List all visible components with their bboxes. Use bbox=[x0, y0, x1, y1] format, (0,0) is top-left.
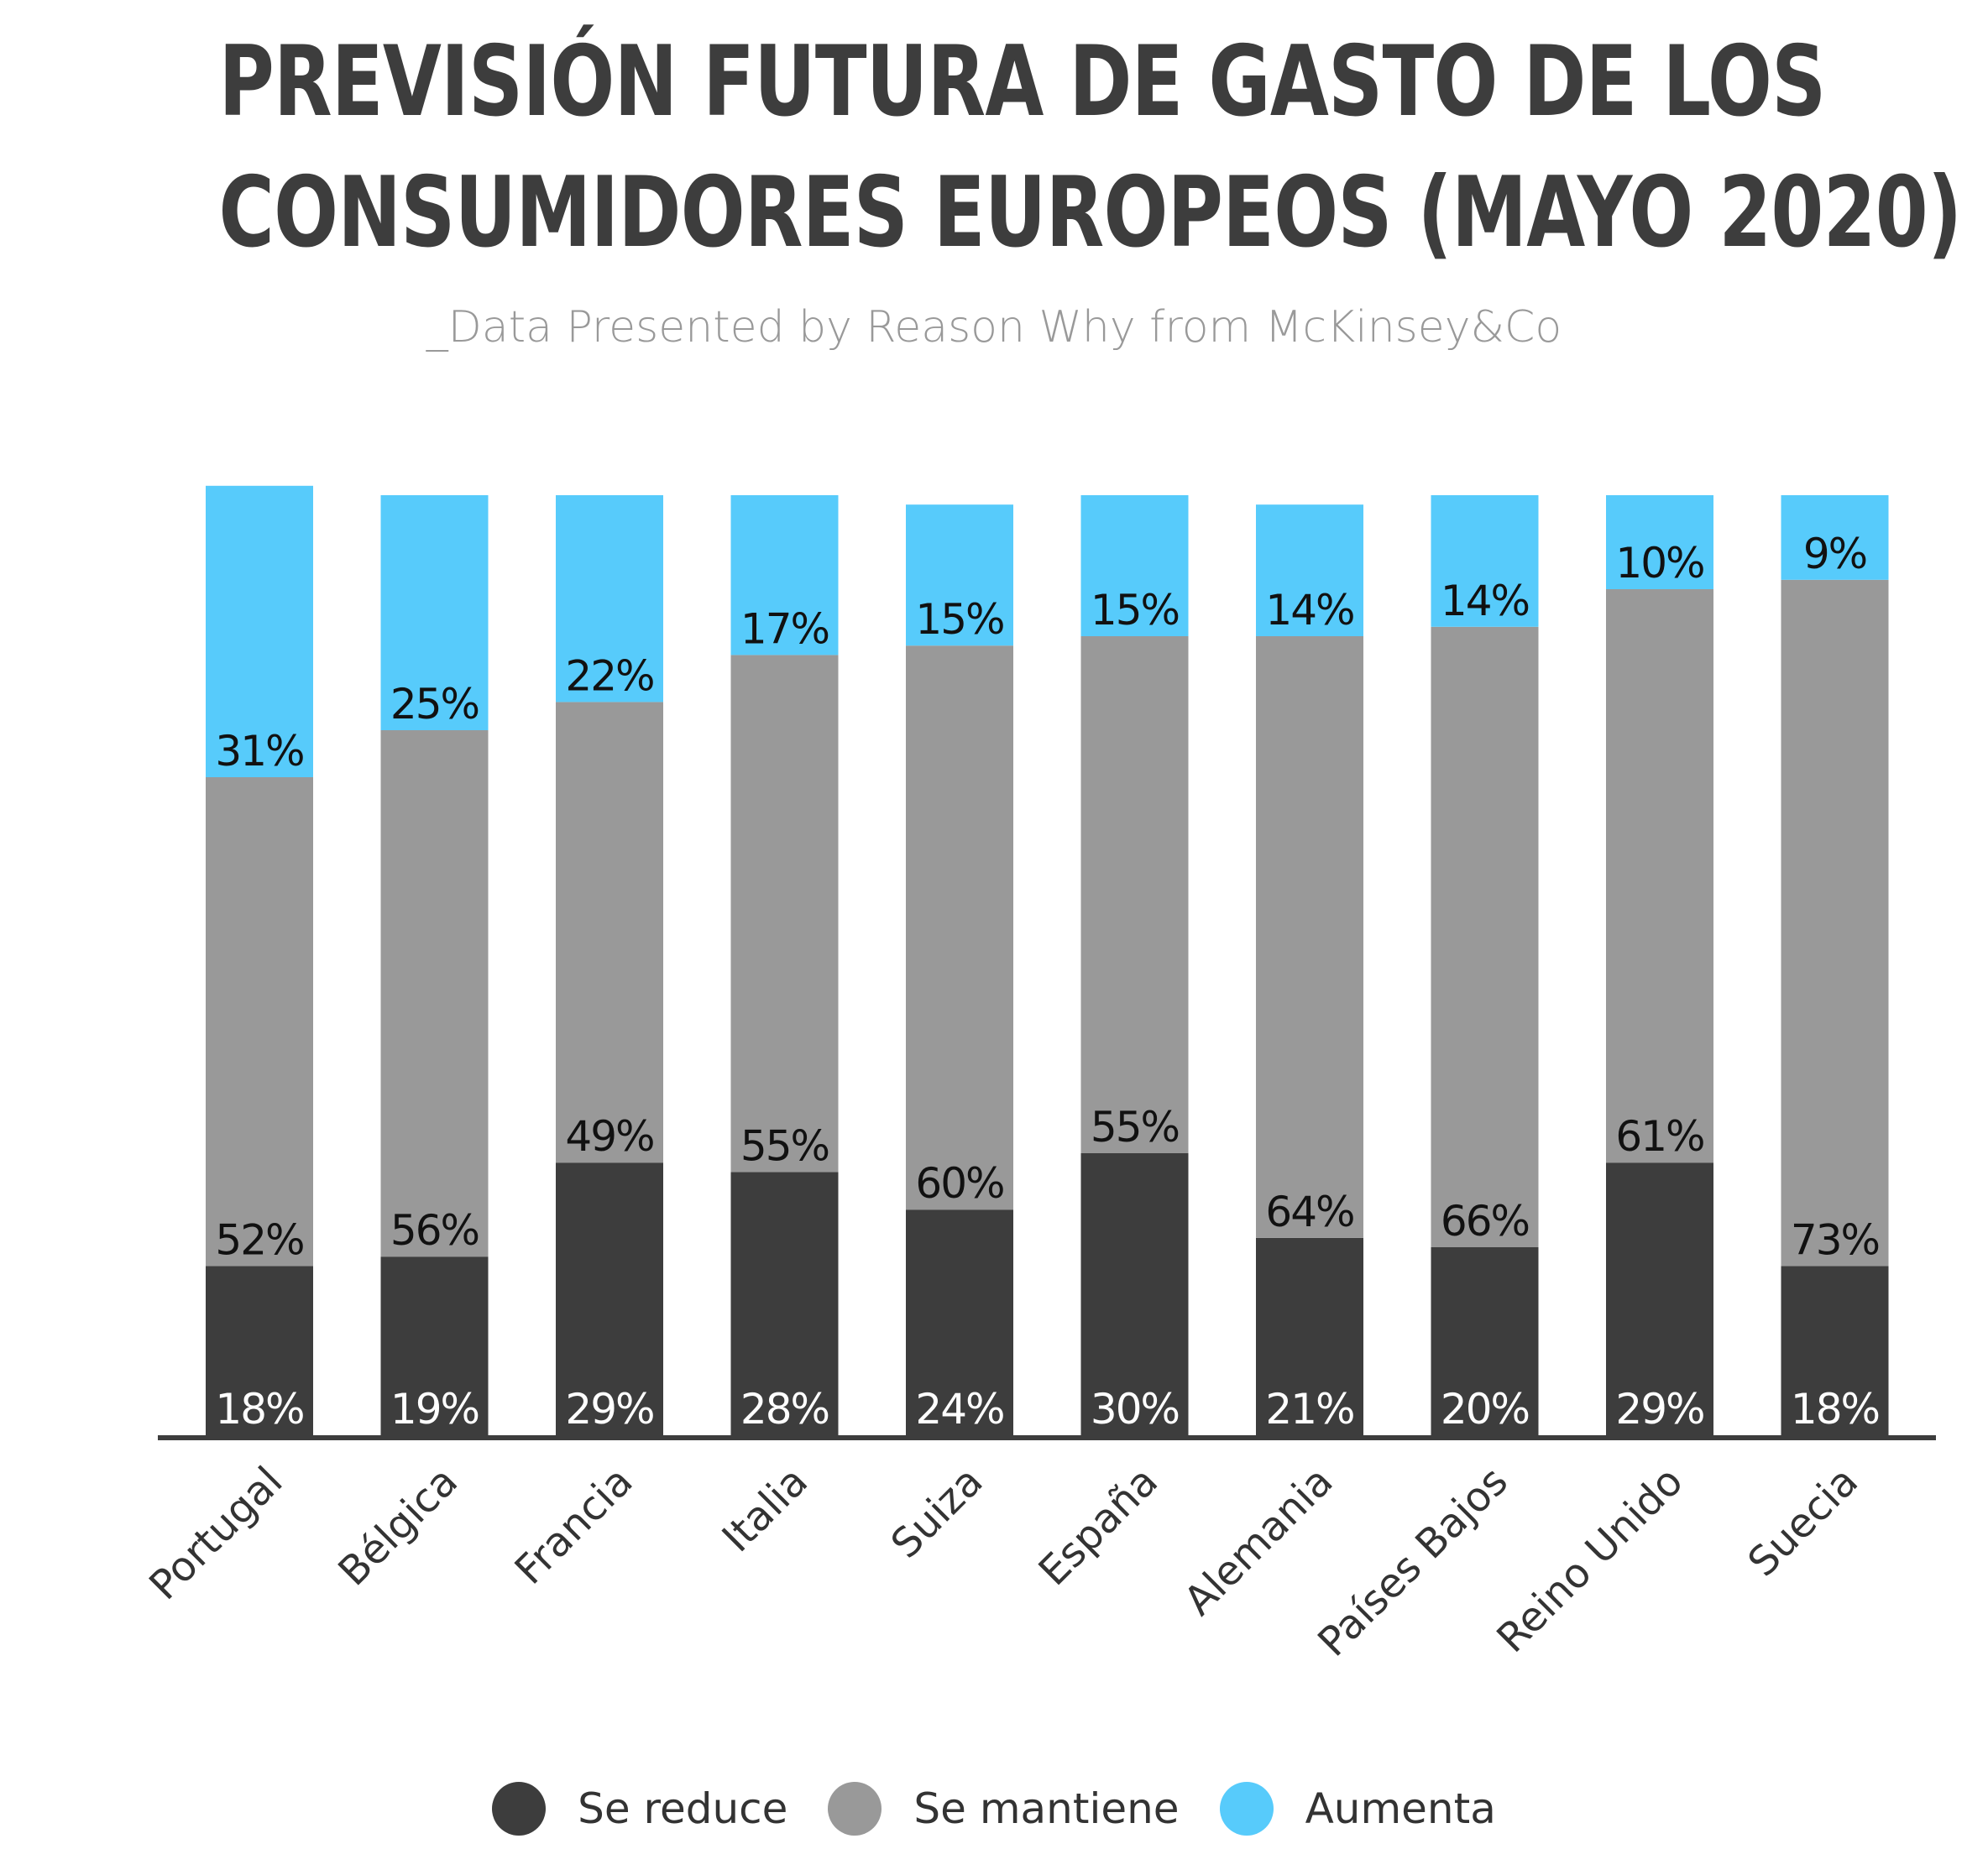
bar-0-5 bbox=[1080, 1153, 1189, 1435]
bar-group-0: 18% 52% 31% Portugal bbox=[140, 485, 313, 1609]
legend-swatch-se-mantiene bbox=[828, 1782, 882, 1836]
data-label-1-1: 56% bbox=[390, 1206, 479, 1255]
data-label-0-8: 29% bbox=[1615, 1385, 1703, 1434]
bar-2-9 bbox=[1781, 495, 1889, 580]
data-label-1-4: 60% bbox=[915, 1159, 1003, 1208]
bar-group-2: 29% 49% 22% Francia bbox=[506, 495, 663, 1594]
legend: Se reduce Se mantiene Aumenta bbox=[0, 1775, 1988, 1842]
legend-item-aumenta: Aumenta bbox=[1219, 1782, 1496, 1836]
category-label-7: Países Bajos bbox=[1309, 1458, 1517, 1666]
data-label-1-2: 49% bbox=[565, 1112, 653, 1161]
bar-2-2 bbox=[556, 495, 663, 703]
data-label-0-4: 24% bbox=[915, 1385, 1003, 1434]
data-label-0-9: 18% bbox=[1791, 1385, 1879, 1434]
data-label-1-0: 52% bbox=[215, 1215, 303, 1264]
bar-0-4 bbox=[906, 1209, 1013, 1435]
bar-2-4 bbox=[906, 504, 1013, 646]
data-label-2-6: 14% bbox=[1265, 586, 1353, 635]
data-label-2-2: 22% bbox=[565, 651, 653, 700]
bar-0-1 bbox=[380, 1256, 489, 1435]
legend-swatch-aumenta bbox=[1219, 1782, 1274, 1836]
bar-group-6: 21% 64% 14% Alemania bbox=[1175, 504, 1363, 1625]
bar-group-9: 18% 73% 9% Suecia bbox=[1740, 495, 1889, 1585]
bar-2-1 bbox=[380, 495, 489, 730]
bar-2-0 bbox=[206, 485, 313, 777]
data-label-2-1: 25% bbox=[390, 680, 479, 729]
bar-group-4: 24% 60% 15% Suiza bbox=[882, 504, 1013, 1568]
bar-0-7 bbox=[1431, 1247, 1539, 1435]
data-label-0-6: 21% bbox=[1265, 1385, 1353, 1434]
data-label-0-1: 19% bbox=[390, 1385, 479, 1434]
bar-1-6 bbox=[1256, 636, 1363, 1238]
bar-2-6 bbox=[1256, 504, 1363, 636]
chart-title: PREVISIÓN FUTURA DE GASTO DE LOS CONSUMI… bbox=[218, 17, 1962, 279]
bar-0-8 bbox=[1606, 1162, 1713, 1435]
bar-2-3 bbox=[730, 495, 839, 656]
category-label-4: Suiza bbox=[882, 1458, 992, 1568]
bar-0-0 bbox=[206, 1266, 313, 1435]
bar-0-9 bbox=[1781, 1266, 1889, 1435]
bar-0-6 bbox=[1256, 1237, 1363, 1435]
data-label-2-9: 9% bbox=[1803, 530, 1866, 578]
data-label-1-7: 66% bbox=[1441, 1197, 1529, 1246]
legend-swatch-se-reduce bbox=[492, 1782, 547, 1836]
legend-item-se-mantiene: Se mantiene bbox=[828, 1782, 1180, 1836]
data-label-1-3: 55% bbox=[740, 1121, 829, 1170]
bar-1-5 bbox=[1080, 636, 1189, 1153]
data-label-0-0: 18% bbox=[215, 1385, 303, 1434]
chart-subtitle: _Data Presented by Reason Why from McKin… bbox=[426, 302, 1562, 353]
category-label-9: Suecia bbox=[1740, 1458, 1867, 1585]
bar-group-5: 30% 55% 15% España bbox=[1030, 495, 1189, 1595]
legend-item-se-reduce: Se reduce bbox=[492, 1782, 787, 1836]
title-line-2: CONSUMIDORES EUROPEOS (MAYO 2020) bbox=[218, 156, 1962, 269]
title-line-1: PREVISIÓN FUTURA DE GASTO DE LOS bbox=[218, 25, 1826, 138]
category-label-0: Portugal bbox=[140, 1458, 291, 1609]
legend-label-se-mantiene: Se mantiene bbox=[913, 1784, 1180, 1833]
category-label-1: Bélgica bbox=[329, 1458, 467, 1596]
bar-2-7 bbox=[1431, 495, 1539, 627]
bar-1-0 bbox=[206, 777, 313, 1267]
data-label-2-7: 14% bbox=[1441, 577, 1529, 625]
data-label-1-8: 61% bbox=[1615, 1112, 1703, 1161]
data-label-1-9: 73% bbox=[1791, 1215, 1879, 1264]
category-label-3: Italia bbox=[714, 1458, 817, 1561]
bar-1-3 bbox=[730, 655, 839, 1173]
data-label-2-4: 15% bbox=[915, 595, 1003, 644]
category-label-5: España bbox=[1030, 1458, 1167, 1595]
data-label-1-5: 55% bbox=[1091, 1103, 1179, 1152]
legend-label-se-reduce: Se reduce bbox=[578, 1784, 788, 1833]
bar-2-8 bbox=[1606, 495, 1713, 589]
bar-1-2 bbox=[556, 702, 663, 1163]
category-label-6: Alemania bbox=[1175, 1458, 1342, 1625]
legend-label-aumenta: Aumenta bbox=[1305, 1784, 1496, 1833]
bar-1-9 bbox=[1781, 579, 1889, 1267]
data-label-0-7: 20% bbox=[1441, 1385, 1529, 1434]
bar-0-2 bbox=[556, 1162, 663, 1435]
bar-1-7 bbox=[1431, 626, 1539, 1247]
data-label-2-0: 31% bbox=[215, 727, 303, 776]
bar-1-4 bbox=[906, 645, 1013, 1210]
bar-0-3 bbox=[730, 1172, 839, 1435]
bar-group-1: 19% 56% 25% Bélgica bbox=[329, 495, 489, 1596]
data-label-1-6: 64% bbox=[1265, 1188, 1353, 1236]
data-label-0-2: 29% bbox=[565, 1385, 653, 1434]
bar-group-3: 28% 55% 17% Italia bbox=[714, 495, 839, 1561]
category-label-8: Reino Unido bbox=[1488, 1458, 1692, 1662]
data-label-0-5: 30% bbox=[1091, 1385, 1179, 1434]
category-label-2: Francia bbox=[506, 1458, 642, 1594]
data-label-2-8: 10% bbox=[1615, 539, 1703, 588]
data-label-2-3: 17% bbox=[740, 604, 829, 653]
bar-1-8 bbox=[1606, 589, 1713, 1163]
data-label-0-3: 28% bbox=[740, 1385, 829, 1434]
bar-2-5 bbox=[1080, 495, 1189, 636]
data-label-2-5: 15% bbox=[1091, 586, 1179, 635]
bar-1-1 bbox=[380, 730, 489, 1257]
